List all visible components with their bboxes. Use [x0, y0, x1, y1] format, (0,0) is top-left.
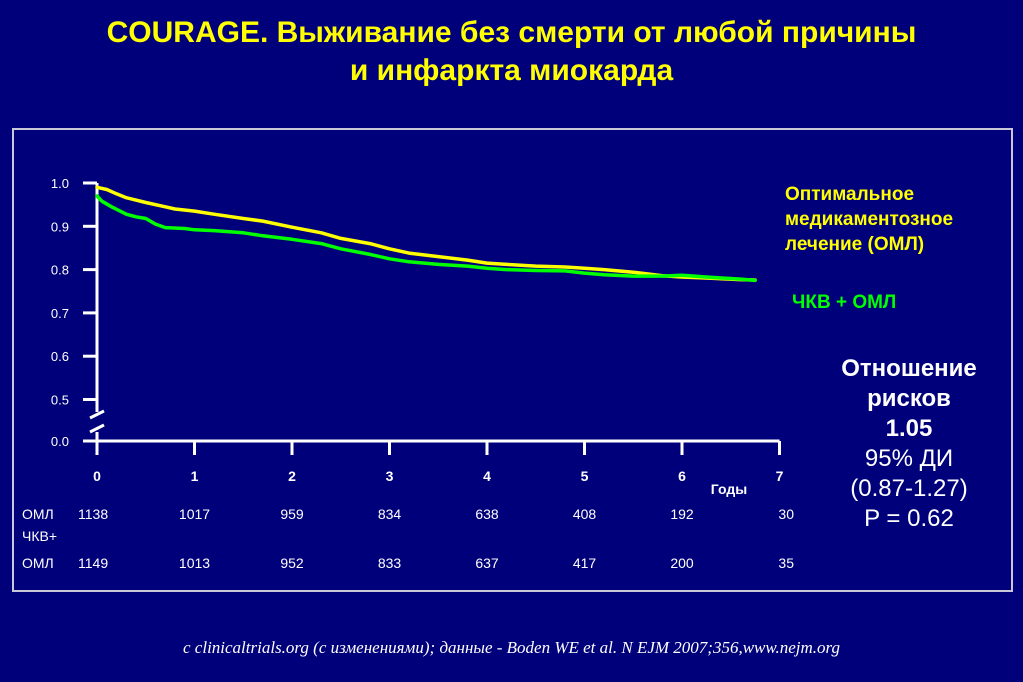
series-line-oml [95, 185, 757, 282]
risk-value: 952 [280, 555, 304, 571]
risk-row-label: ОМЛ [22, 506, 54, 522]
risk-value: 637 [475, 555, 499, 571]
x-tick-label: 7 [776, 468, 784, 484]
title-line-1: COURAGE. Выживание без смерти от любой п… [106, 16, 917, 49]
y-tick-label: 0.5 [51, 393, 69, 408]
legend-oml-line-2: медикаментозное [785, 209, 954, 230]
legend-oml-line-1: Оптимальное [785, 184, 915, 205]
chart-series [95, 185, 757, 283]
y-tick-label: 0.6 [51, 349, 69, 364]
y-tick-label: 0.8 [51, 263, 69, 278]
risk-value: 417 [573, 555, 597, 571]
source-citation: c clinicaltrials.org (с изменениями); да… [183, 638, 840, 657]
y-tick-label: 0.9 [51, 219, 69, 234]
hazard-ci: (0.87-1.27) [850, 475, 968, 502]
x-tick-label: 6 [678, 468, 686, 484]
hazard-ratio-box: Отношение рисков 1.05 95% ДИ (0.87-1.27)… [820, 354, 998, 534]
risk-value: 200 [670, 555, 694, 571]
hazard-ci-label: 95% ДИ [864, 445, 954, 472]
risk-row-label: ЧКВ+ [22, 528, 57, 544]
risk-value: 834 [378, 506, 402, 522]
axis-break-mark [89, 409, 105, 420]
series-line-pci-oml [95, 194, 757, 283]
x-axis-label: Годы [711, 481, 747, 497]
legend-oml-line-3: лечение (ОМЛ) [785, 234, 925, 255]
risk-value: 1013 [179, 555, 210, 571]
axis-break-mark [89, 423, 105, 434]
x-tick-label: 2 [288, 468, 296, 484]
risk-value: 959 [280, 506, 304, 522]
title-line-2: и инфаркта миокарда [349, 54, 674, 87]
hazard-value: 1.05 [885, 415, 933, 442]
x-tick-label: 1 [191, 468, 199, 484]
chart-ticks: 1.0 0.9 0.8 0.7 0.6 0.5 0.0 0 1 2 3 4 5 6 7 Годы [51, 176, 784, 497]
y-tick-label: 1.0 [51, 176, 69, 191]
risk-table: ОМЛ 1138 1017 959 834 638 408 192 30 ЧКВ+ ОМЛ 1149 1… [22, 506, 794, 571]
x-tick-label: 0 [93, 468, 101, 484]
risk-value: 408 [573, 506, 597, 522]
hazard-line-2: рисков [867, 385, 951, 412]
legend-pci: ЧКВ + ОМЛ [792, 292, 897, 313]
y-tick-label: 0.0 [51, 434, 69, 449]
risk-value: 638 [475, 506, 499, 522]
chart-axes [89, 183, 780, 443]
risk-value: 192 [670, 506, 694, 522]
risk-value: 30 [778, 506, 794, 522]
risk-value: 1138 [78, 506, 108, 522]
x-tick-label: 5 [581, 468, 589, 484]
risk-value: 35 [778, 555, 794, 571]
risk-value: 833 [378, 555, 402, 571]
hazard-p-value: P = 0.62 [864, 505, 954, 532]
risk-value: 1149 [78, 555, 108, 571]
risk-value: 1017 [179, 506, 210, 522]
chart-frame [12, 128, 1013, 592]
y-tick-label: 0.7 [51, 306, 69, 321]
slide-title: COURAGE. Выживание без смерти от любой п… [0, 14, 1023, 90]
x-tick-label: 4 [483, 468, 491, 484]
hazard-line-1: Отношение [841, 355, 977, 382]
legend-oml: Оптимальное медикаментозное лечение (ОМЛ… [785, 182, 953, 257]
x-tick-label: 3 [386, 468, 394, 484]
risk-row-label: ОМЛ [22, 555, 54, 571]
